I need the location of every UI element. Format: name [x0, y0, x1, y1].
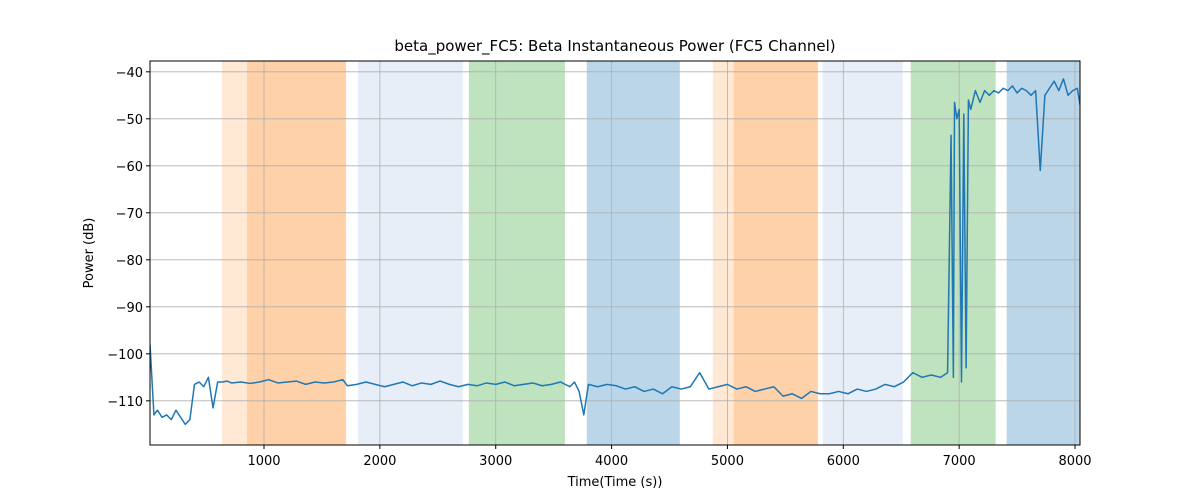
plot-frame [149, 60, 1081, 446]
x-tick-label: 3000 [479, 454, 512, 469]
y-tick-label: −110 [107, 395, 143, 410]
y-tick-label: −100 [107, 348, 143, 363]
x-tick-label: 1000 [247, 454, 280, 469]
shaded-span [586, 61, 680, 445]
x-tick-label: 5000 [711, 454, 744, 469]
y-tick-label: −50 [116, 113, 143, 128]
shaded-span [712, 61, 818, 445]
chart-title: beta_power_FC5: Beta Instantaneous Power… [394, 37, 835, 56]
data-line [150, 78, 1080, 426]
x-tick-label: 8000 [1058, 454, 1091, 469]
y-tick-label: −90 [116, 301, 143, 316]
shaded-span [822, 61, 903, 445]
y-tick-label: −70 [116, 207, 143, 222]
x-axis-label: Time(Time (s)) [567, 475, 663, 490]
x-tick-label: 6000 [827, 454, 860, 469]
y-tick-label: −80 [116, 254, 143, 269]
x-tick-label: 7000 [943, 454, 976, 469]
shaded-span [468, 61, 565, 445]
y-tick-label: −40 [116, 66, 143, 81]
x-tick-label: 4000 [595, 454, 628, 469]
y-axis-label: Power (dB) [82, 218, 97, 289]
shaded-span [733, 61, 818, 445]
shaded-span [221, 61, 346, 445]
shaded-span [357, 61, 463, 445]
y-tick-label: −60 [116, 160, 143, 175]
x-tick-label: 2000 [363, 454, 396, 469]
